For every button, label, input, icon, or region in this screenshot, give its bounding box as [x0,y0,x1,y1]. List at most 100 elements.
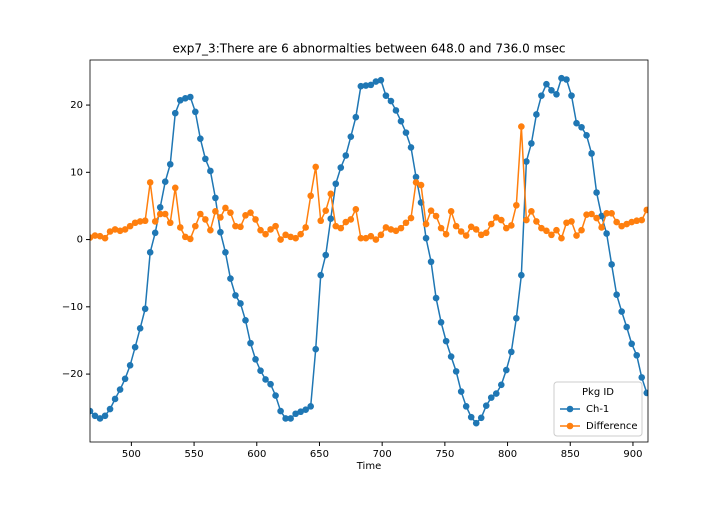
data-point [513,201,520,209]
data-point [492,214,500,221]
data-point [187,93,194,101]
data-point [267,380,274,388]
data-point [392,227,400,235]
data-point [151,218,159,225]
data-point [432,212,440,220]
data-point [171,109,179,117]
data-point [197,210,204,218]
y-tick-label: 10 [70,167,83,178]
data-point [217,228,224,236]
data-point [402,129,410,136]
data-point [121,375,129,383]
data-point [563,76,570,83]
data-point [623,323,630,331]
data-point [237,223,244,231]
data-point [397,224,405,232]
data-point [106,228,114,235]
data-point [262,376,269,383]
data-point [347,216,355,223]
data-point [372,236,380,243]
data-point [146,179,154,186]
x-axis-label: Time [356,461,381,472]
data-point [151,229,159,237]
data-point [613,291,620,299]
data-point [603,230,610,237]
data-point [533,111,540,118]
data-point [287,415,294,422]
data-point [247,209,254,216]
y-tick-label: −10 [62,302,83,313]
plot-area [90,74,648,427]
data-point [292,234,299,242]
data-point [593,214,600,222]
legend-marker [566,422,574,430]
data-point [116,386,124,393]
data-point [487,394,495,401]
data-point [176,224,184,231]
data-point [337,224,345,232]
data-point [217,214,224,221]
data-point [583,211,590,218]
data-point [528,140,535,147]
data-point [156,210,164,218]
data-point [437,318,445,326]
data-point [382,224,390,231]
data-point [367,81,375,89]
x-tick-label: 550 [185,449,204,460]
data-point [638,374,646,381]
data-point [432,294,440,302]
y-tick-label: −20 [62,369,83,380]
data-point [327,190,335,198]
data-point [252,355,259,363]
x-tick-label: 900 [623,449,642,460]
data-point [222,249,229,256]
data-point [382,92,390,99]
data-point [101,234,109,242]
data-point [192,222,199,230]
data-point [523,158,530,165]
data-point [207,226,214,234]
data-point [96,232,104,240]
data-point [377,231,385,239]
data-point [558,74,565,82]
data-point [337,164,345,171]
data-point [503,224,510,232]
data-point [90,407,94,415]
data-point [347,133,355,140]
data-point [242,316,249,324]
data-point [307,192,314,200]
data-point [332,222,340,230]
x-tick-label: 500 [122,449,141,460]
data-point [111,395,119,403]
x-tick-label: 600 [247,449,266,460]
data-point [277,407,284,415]
data-point [187,235,194,243]
data-point [146,249,154,256]
data-point [181,233,189,241]
data-point [628,218,635,226]
data-point [136,325,144,332]
data-point [452,368,460,375]
data-point [227,209,234,216]
data-point [437,224,445,232]
data-point [482,402,490,409]
data-point [598,212,605,220]
data-point [272,222,279,230]
data-point [503,366,510,374]
data-point [523,216,530,224]
data-point [578,123,585,131]
data-point [352,113,360,121]
data-point [192,108,199,116]
data-point [202,155,209,163]
data-point [638,216,646,224]
data-point [202,216,209,223]
data-point [397,117,405,125]
data-point [513,314,520,322]
data-point [252,216,259,223]
data-point [548,231,555,239]
data-point [593,189,600,196]
data-point [131,219,139,227]
data-point [548,86,555,94]
data-point [452,222,460,230]
